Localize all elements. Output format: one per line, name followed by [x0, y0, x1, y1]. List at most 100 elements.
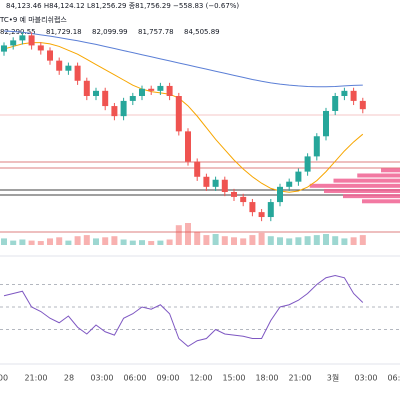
x-tick-label: 09:00	[156, 374, 179, 383]
x-tick-label: 15:00	[222, 374, 245, 383]
volume-bar	[286, 238, 293, 245]
candle-body	[74, 65, 81, 81]
volume-bar	[175, 225, 182, 245]
volume-bar	[295, 237, 302, 245]
volume-bar	[277, 237, 283, 245]
x-tick-label: 06:00	[387, 374, 400, 383]
candle-body	[10, 40, 17, 46]
candle-body	[341, 90, 348, 96]
ma-value: 81,757.78	[138, 28, 174, 36]
volume-bar	[341, 238, 348, 245]
volume-profile-bar	[381, 168, 400, 173]
moving-average	[3, 42, 364, 193]
volume-bar	[231, 237, 237, 245]
candle-body	[47, 50, 53, 61]
candle-body	[231, 192, 237, 197]
volume-bar	[28, 240, 35, 245]
candle-body	[157, 85, 164, 91]
volume-bar	[93, 238, 99, 245]
volume-bar	[10, 240, 17, 245]
volume-bar	[56, 237, 63, 245]
candle-body	[37, 45, 44, 51]
volume-bar	[1, 238, 7, 245]
candle-body	[148, 88, 155, 91]
candle-body	[120, 100, 127, 117]
candle-body	[350, 90, 357, 101]
volume-profile-bar	[333, 178, 400, 183]
volume-bar	[166, 239, 173, 245]
volume-bar	[258, 232, 265, 245]
ma-value: 82,099.99	[92, 28, 128, 36]
candle-body	[359, 100, 366, 110]
volume-profile-bar	[362, 199, 400, 204]
volume-bar	[323, 234, 329, 245]
volume-bar	[203, 235, 210, 245]
x-tick-label: 21:00	[24, 374, 47, 383]
candle-body	[240, 196, 247, 203]
volume-bar	[120, 239, 127, 245]
volume-profile-bar	[357, 173, 400, 178]
volume-bar	[185, 223, 191, 245]
candle-body	[56, 60, 63, 71]
volume-bar	[83, 235, 90, 245]
moving-average	[3, 30, 363, 88]
candle-body	[221, 179, 228, 192]
candle-body	[267, 202, 274, 218]
x-tick-label: 06:00	[123, 374, 146, 383]
candle-body	[1, 45, 7, 52]
candle-body	[304, 156, 311, 172]
x-tick-label: 00	[0, 374, 8, 383]
ohlc-text: 84,123.46 H84,124.12 L81,256.29 종81,756.…	[6, 2, 239, 10]
x-tick-label: 18:00	[255, 374, 278, 383]
candle-body	[166, 85, 173, 96]
volume-bar	[304, 236, 311, 245]
candle-body	[83, 80, 90, 96]
candle-body	[194, 161, 201, 177]
candle-body	[129, 96, 136, 101]
candle-body	[93, 90, 99, 96]
volume-bar	[350, 237, 357, 245]
volume-bar	[19, 239, 26, 245]
volume-bar	[313, 235, 320, 245]
volume-profile-bar	[324, 188, 400, 193]
candle-body	[313, 136, 320, 157]
volume-bar	[359, 235, 366, 245]
candle-body	[185, 131, 191, 162]
x-tick-label: 28	[64, 374, 74, 383]
volume-bar	[74, 236, 81, 245]
candle-body	[323, 110, 329, 137]
volume-bar	[47, 238, 53, 245]
candle-body	[19, 35, 26, 41]
candle-body	[111, 106, 118, 117]
volume-bar	[221, 236, 228, 245]
candle-body	[332, 96, 339, 111]
volume-bar	[111, 236, 118, 245]
volume-bar	[129, 240, 136, 245]
candle-body	[286, 181, 293, 187]
volume-bar	[157, 240, 164, 245]
candle-body	[175, 96, 182, 132]
volume-bar	[212, 234, 219, 245]
candle-body	[139, 88, 145, 96]
ma-value: 81,729.18	[46, 28, 82, 36]
candle-body	[295, 171, 302, 182]
x-tick-label: 12:00	[189, 374, 212, 383]
volume-bar	[65, 240, 72, 245]
candle-body	[258, 212, 265, 218]
volume-bar	[194, 231, 201, 245]
candle-body	[212, 179, 219, 187]
x-tick-label: 3월	[327, 373, 339, 383]
candle-body	[277, 186, 283, 203]
x-tick-label: 03:00	[354, 374, 377, 383]
ma-value: 84,505.89	[184, 28, 220, 36]
volume-bar	[332, 236, 339, 245]
volume-bar	[249, 235, 256, 245]
volume-bar	[102, 237, 109, 245]
volume-profile-bar	[343, 194, 400, 199]
volume-bar	[148, 241, 155, 245]
candle-body	[65, 65, 72, 71]
candle-body	[28, 35, 35, 46]
volume-bar	[267, 236, 274, 245]
x-tick-label: 03:00	[90, 374, 113, 383]
